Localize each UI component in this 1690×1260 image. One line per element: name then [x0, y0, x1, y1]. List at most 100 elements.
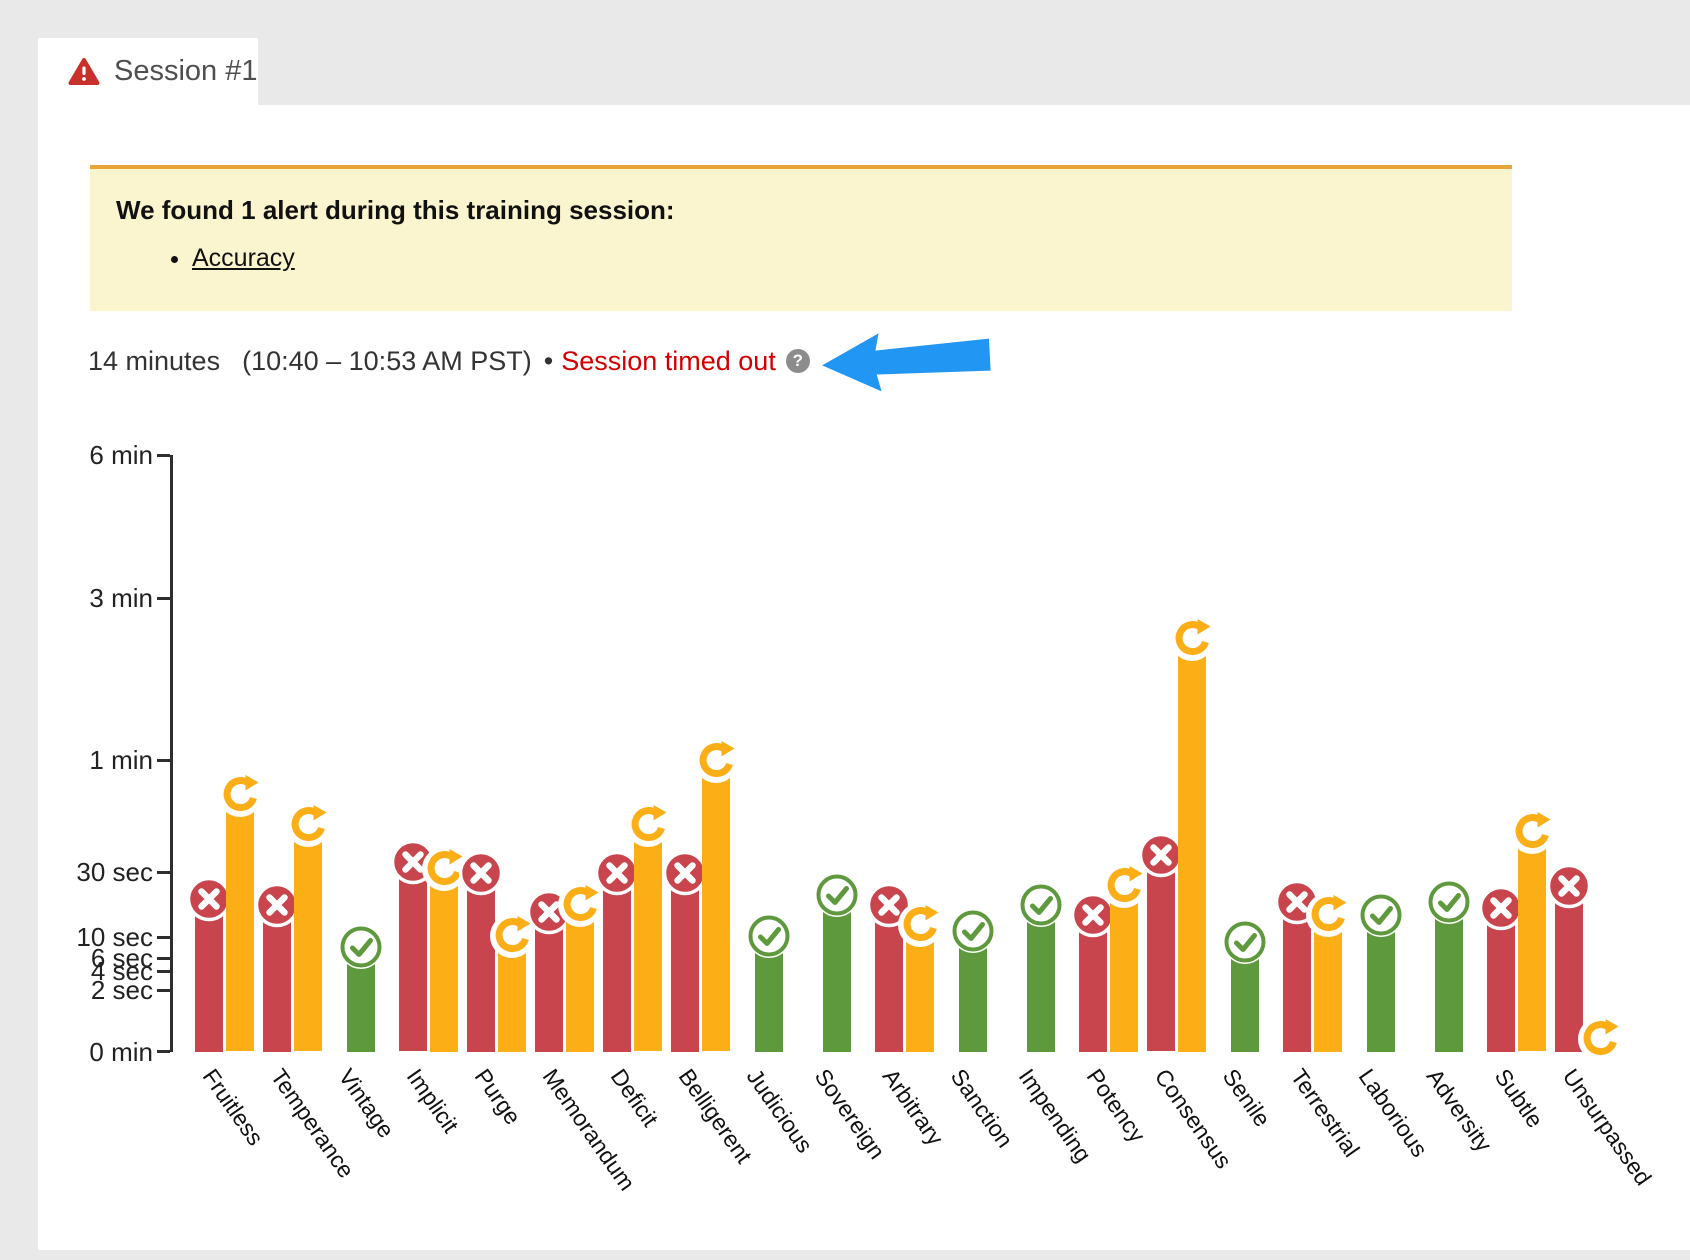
category-label: Deficit [605, 1063, 664, 1131]
correct-bar[interactable] [822, 901, 851, 1052]
x-circle-icon[interactable] [662, 850, 708, 896]
x-circle-icon[interactable] [458, 850, 504, 896]
retry-bar[interactable] [634, 830, 662, 1052]
y-axis-tick-label: 0 min [89, 1036, 153, 1067]
y-axis-tick [157, 758, 170, 762]
retry-bar[interactable] [1110, 891, 1138, 1052]
incorrect-bar[interactable] [535, 917, 563, 1052]
category-label: Laborious [1353, 1063, 1433, 1162]
x-circle-icon[interactable] [1478, 885, 1524, 931]
correct-bar[interactable] [754, 942, 783, 1052]
y-axis-tick-label: 6 sec [90, 943, 153, 973]
category-label: Arbitrary [877, 1063, 949, 1150]
category-label: Temperance [265, 1063, 360, 1183]
tab-session-1[interactable]: Session #1 [38, 38, 258, 105]
correct-bar[interactable] [346, 952, 375, 1052]
x-circle-icon[interactable] [254, 882, 300, 928]
y-axis-tick [157, 1050, 170, 1053]
check-circle-icon[interactable] [814, 872, 860, 918]
retry-circle-icon[interactable] [421, 846, 467, 892]
correct-bar[interactable] [1230, 947, 1259, 1052]
correct-bar[interactable] [958, 937, 987, 1052]
category-label: Potency [1081, 1063, 1151, 1147]
check-circle-icon[interactable] [746, 913, 792, 959]
retry-bar[interactable] [1518, 838, 1546, 1052]
incorrect-bar[interactable] [1147, 860, 1175, 1052]
y-axis-tick [157, 453, 170, 457]
incorrect-bar[interactable] [671, 878, 699, 1052]
check-circle-icon[interactable] [1358, 892, 1404, 938]
retry-bar[interactable] [294, 830, 322, 1052]
retry-circle-icon[interactable] [625, 802, 671, 848]
retry-bar[interactable] [1314, 920, 1342, 1052]
category-label: Belligerent [673, 1063, 757, 1168]
category-label: Impending [1013, 1063, 1097, 1167]
retry-circle-icon[interactable] [897, 902, 943, 948]
accuracy-alert-link[interactable]: Accuracy [192, 244, 295, 272]
incorrect-bar[interactable] [603, 878, 631, 1052]
check-circle-icon[interactable] [950, 908, 996, 954]
category-label: Terrestrial [1285, 1063, 1365, 1162]
x-circle-icon[interactable] [186, 876, 232, 922]
retry-circle-icon[interactable] [693, 738, 739, 784]
retry-circle-icon[interactable] [1101, 863, 1147, 909]
retry-circle-icon[interactable] [489, 913, 535, 959]
incorrect-bar[interactable] [263, 911, 291, 1052]
bullet-separator: • [543, 345, 554, 376]
retry-circle-icon[interactable] [1509, 809, 1555, 855]
check-circle-icon[interactable] [1222, 919, 1268, 965]
y-axis-tick [157, 956, 170, 960]
retry-bar[interactable] [430, 875, 458, 1052]
y-axis-tick [157, 870, 170, 874]
category-label: Implicit [401, 1063, 464, 1138]
category-label: Unsurpassed [1557, 1063, 1657, 1190]
incorrect-bar[interactable] [1555, 891, 1583, 1052]
category-label: Judicious [741, 1063, 818, 1157]
correct-bar[interactable] [1366, 920, 1395, 1052]
retry-bar[interactable] [906, 930, 934, 1052]
incorrect-bar[interactable] [1079, 920, 1107, 1052]
session-duration: 14 minutes [88, 345, 221, 376]
y-axis-tick [157, 596, 170, 600]
category-label: Fruitless [197, 1063, 269, 1150]
retry-bar[interactable] [226, 801, 254, 1052]
correct-bar[interactable] [1026, 911, 1055, 1052]
incorrect-bar[interactable] [467, 878, 495, 1052]
incorrect-bar[interactable] [399, 868, 427, 1052]
x-circle-icon[interactable] [866, 882, 912, 928]
y-axis-tick-label: 10 sec [76, 922, 153, 952]
y-axis-tick-label: 30 sec [76, 857, 153, 887]
y-axis-line [170, 455, 173, 1052]
incorrect-bar[interactable] [1487, 914, 1515, 1052]
y-axis-tick-label: 6 min [89, 440, 153, 470]
incorrect-bar[interactable] [875, 911, 903, 1052]
x-circle-icon[interactable] [594, 850, 640, 896]
retry-bar[interactable] [1178, 645, 1206, 1052]
retry-circle-icon[interactable] [1169, 616, 1215, 662]
check-circle-icon[interactable] [1018, 882, 1064, 928]
blue-arrow-icon [818, 326, 993, 397]
check-circle-icon[interactable] [338, 924, 384, 970]
alert-banner: We found 1 alert during this training se… [90, 165, 1512, 311]
retry-bar[interactable] [566, 911, 594, 1052]
y-axis-tick-label: 2 sec [90, 975, 153, 1005]
retry-circle-icon[interactable] [1305, 892, 1351, 938]
retry-circle-icon[interactable] [557, 882, 603, 928]
retry-bar[interactable] [702, 767, 730, 1052]
session-summary-line: 14 minutes (10:40 – 10:53 AM PST) • Sess… [88, 333, 992, 392]
incorrect-bar[interactable] [1283, 907, 1311, 1052]
retry-circle-icon[interactable] [285, 802, 331, 848]
category-label: Consensus [1149, 1063, 1237, 1173]
x-circle-icon[interactable] [1546, 863, 1592, 909]
retry-circle-icon[interactable] [1577, 1016, 1623, 1062]
incorrect-bar[interactable] [195, 904, 223, 1052]
x-circle-icon[interactable] [1138, 832, 1184, 878]
check-circle-icon[interactable] [1426, 879, 1472, 925]
category-label: Memorandum [537, 1063, 640, 1195]
retry-circle-icon[interactable] [217, 772, 263, 818]
category-label: Sanction [945, 1063, 1018, 1152]
x-circle-icon[interactable] [1070, 892, 1116, 938]
help-icon[interactable]: ? [785, 349, 810, 373]
retry-bar[interactable] [498, 942, 526, 1052]
correct-bar[interactable] [1434, 907, 1463, 1052]
